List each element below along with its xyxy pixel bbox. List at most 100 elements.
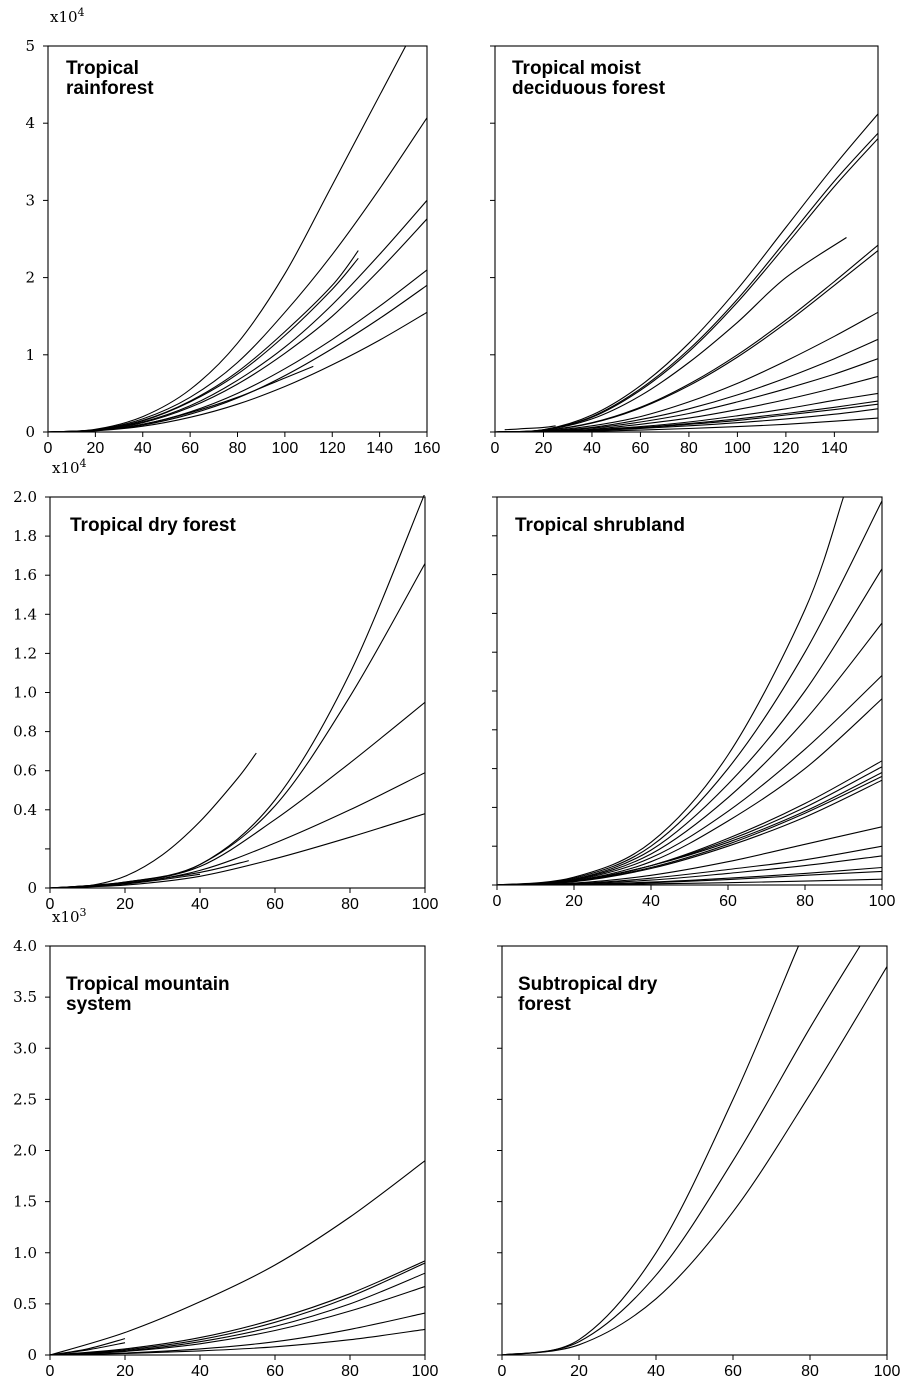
x-tick-label: 40 bbox=[134, 440, 152, 457]
y-multiplier-exponent: 4 bbox=[78, 6, 85, 19]
x-tick-label: 0 bbox=[46, 896, 55, 913]
y-tick-label: 3 bbox=[25, 191, 35, 209]
x-tick-label: 0 bbox=[493, 893, 502, 910]
x-tick-label: 0 bbox=[44, 440, 53, 457]
series-16-line bbox=[504, 425, 556, 431]
y-tick-label: 1.8 bbox=[13, 527, 37, 545]
panel-title-line: Tropical shrubland bbox=[515, 515, 685, 536]
x-tick-label: 20 bbox=[565, 893, 583, 910]
y-tick-label: 2.5 bbox=[13, 1090, 37, 1108]
y-tick-label: 1.5 bbox=[13, 1193, 37, 1211]
plot-frame bbox=[49, 496, 426, 889]
plot-frame bbox=[496, 496, 883, 886]
series-1-line bbox=[50, 1160, 425, 1355]
y-tick-label: 0 bbox=[27, 879, 37, 897]
curve-group bbox=[502, 945, 887, 1355]
series-9-line bbox=[50, 1342, 126, 1355]
x-tick-label: 60 bbox=[719, 893, 737, 910]
x-tick-label: 20 bbox=[570, 1363, 588, 1378]
x-tick-label: 80 bbox=[796, 893, 814, 910]
series-4-line bbox=[495, 237, 847, 432]
series-8-line bbox=[48, 284, 427, 432]
series-7-line bbox=[50, 1328, 425, 1355]
panel-1: 0 20 40 60 80 100 120 140 160 0 1 2 3 4 5 x104 Tropicalr… bbox=[25, 6, 440, 457]
x-tick-label: 20 bbox=[86, 440, 104, 457]
series-5-line bbox=[50, 772, 425, 888]
curve-group bbox=[495, 113, 878, 432]
y-tick-label: 1.4 bbox=[13, 605, 37, 623]
series-1-line bbox=[497, 496, 845, 885]
x-tick-label: 20 bbox=[116, 896, 134, 913]
y-multiplier-label: x104 bbox=[52, 457, 87, 477]
x-tick-label: 60 bbox=[266, 1363, 284, 1378]
x-tick-label: 160 bbox=[414, 440, 441, 457]
y-multiplier-exponent: 4 bbox=[80, 457, 87, 470]
y-multiplier-label: x103 bbox=[52, 906, 87, 926]
x-tick-label: 60 bbox=[266, 896, 284, 913]
y-tick-label: 0.4 bbox=[13, 801, 37, 819]
series-1-line bbox=[48, 45, 407, 432]
y-tick-label: 2 bbox=[25, 269, 35, 287]
x-tick-label: 0 bbox=[46, 1363, 55, 1378]
x-tick-label: 40 bbox=[642, 893, 660, 910]
series-12-line bbox=[497, 826, 882, 885]
panel-title-line: deciduous forest bbox=[512, 78, 666, 99]
series-2-line bbox=[497, 500, 882, 885]
x-tick-label: 40 bbox=[583, 440, 601, 457]
panel-title-line: forest bbox=[518, 994, 571, 1015]
x-tick-label: 100 bbox=[412, 896, 439, 913]
plot-frame bbox=[494, 45, 879, 433]
panel-title-line: Tropical moist bbox=[512, 58, 641, 79]
series-9-line bbox=[495, 358, 878, 432]
y-tick-label: 5 bbox=[25, 37, 35, 55]
x-tick-label: 100 bbox=[412, 1363, 439, 1378]
panel-title-line: Tropical bbox=[66, 58, 139, 79]
series-10-line bbox=[48, 365, 314, 432]
x-tick-label: 80 bbox=[801, 1363, 819, 1378]
x-tick-label: 60 bbox=[724, 1363, 742, 1378]
x-tick-label: 20 bbox=[535, 440, 553, 457]
panel-title-line: Tropical dry forest bbox=[70, 515, 236, 536]
x-tick-label: 140 bbox=[366, 440, 393, 457]
y-tick-label: 2.0 bbox=[13, 488, 37, 506]
x-tick-label: 0 bbox=[498, 1363, 507, 1378]
x-tick-label: 40 bbox=[191, 1363, 209, 1378]
y-tick-label: 3.0 bbox=[13, 1039, 37, 1057]
series-5-line bbox=[497, 675, 882, 885]
series-11-line bbox=[497, 779, 882, 885]
x-tick-label: 80 bbox=[229, 440, 247, 457]
series-2-line bbox=[502, 945, 861, 1355]
y-tick-label: 1.0 bbox=[13, 1244, 37, 1262]
series-6-line bbox=[48, 218, 427, 432]
series-1-line bbox=[495, 113, 878, 432]
y-tick-label: 0 bbox=[25, 423, 35, 441]
series-2-line bbox=[50, 495, 425, 888]
series-13-line bbox=[497, 845, 882, 885]
series-1-line bbox=[502, 945, 800, 1355]
series-4-line bbox=[50, 701, 425, 888]
x-tick-label: 100 bbox=[869, 893, 896, 910]
panel-4: 0 20 40 60 80 100 Tropical shrubland bbox=[492, 496, 896, 910]
x-tick-label: 120 bbox=[319, 440, 346, 457]
y-tick-label: 3.5 bbox=[13, 988, 37, 1006]
panel-title-line: Subtropical dry bbox=[518, 974, 658, 995]
x-tick-label: 80 bbox=[341, 896, 359, 913]
panel-2: 0 20 40 60 80 100 120 140 Tropical moistdeciduou… bbox=[490, 45, 879, 457]
series-8-line bbox=[50, 873, 201, 888]
x-tick-label: 60 bbox=[181, 440, 199, 457]
y-tick-label: 2.0 bbox=[13, 1142, 37, 1160]
x-tick-label: 140 bbox=[821, 440, 848, 457]
y-tick-label: 4.0 bbox=[13, 937, 37, 955]
y-tick-label: 1.2 bbox=[13, 644, 37, 662]
series-6-line bbox=[50, 813, 425, 888]
y-tick-label: 0.5 bbox=[13, 1295, 37, 1313]
x-tick-label: 20 bbox=[116, 1363, 134, 1378]
panel-title-line: rainforest bbox=[66, 78, 154, 99]
x-tick-label: 80 bbox=[680, 440, 698, 457]
series-8-line bbox=[497, 766, 882, 885]
curve-group bbox=[50, 1160, 425, 1355]
x-tick-label: 100 bbox=[874, 1363, 901, 1378]
x-tick-label: 100 bbox=[272, 440, 299, 457]
panel-title-line: system bbox=[66, 994, 132, 1015]
